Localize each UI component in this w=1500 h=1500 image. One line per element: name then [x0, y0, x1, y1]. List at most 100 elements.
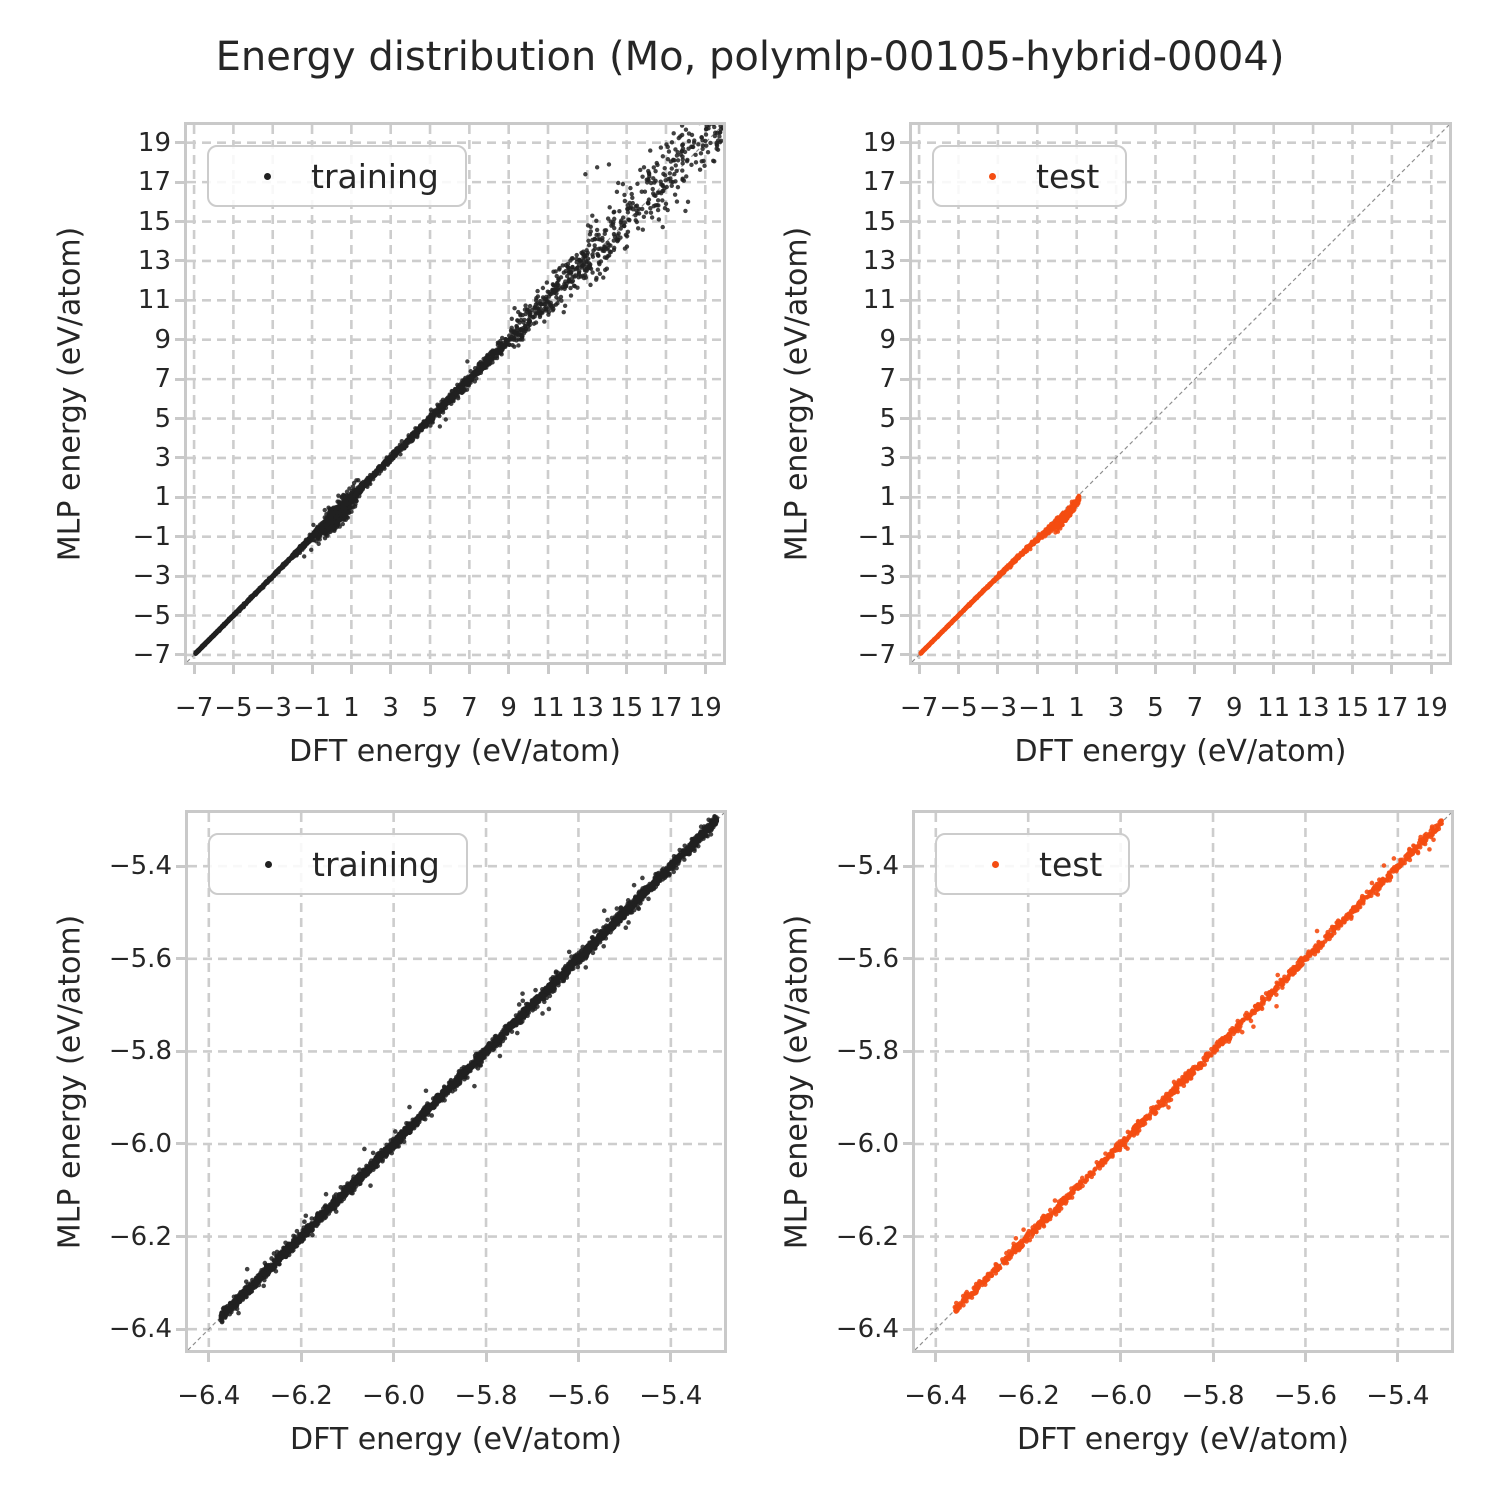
- legend-marker-icon: [948, 172, 1036, 180]
- plot-canvas-test-zoom: [915, 813, 1451, 1350]
- y-tick-label: 17: [137, 167, 171, 198]
- x-tick-label: 17: [1375, 693, 1409, 723]
- y-tick-label: 1: [154, 482, 171, 513]
- x-tick-label: 1: [1068, 693, 1085, 723]
- x-tick-mark: [669, 1353, 673, 1362]
- plot-canvas-training-zoom: [188, 813, 724, 1350]
- y-tick-label: 19: [862, 127, 896, 158]
- y-tick-label: −6.0: [835, 1128, 899, 1159]
- x-tick-label: −5.8: [454, 1381, 518, 1411]
- legend-marker-icon: [224, 860, 312, 868]
- x-tick-mark: [956, 665, 960, 674]
- legend-test-zoom: test: [935, 833, 1131, 895]
- y-tick-label: 3: [879, 442, 896, 473]
- legend-training-full: training: [207, 145, 467, 207]
- legend-label: training: [312, 844, 440, 884]
- legend-marker-icon: [223, 172, 311, 180]
- x-tick-mark: [389, 665, 393, 674]
- y-tick-label: −5: [857, 600, 896, 631]
- y-tick-mark: [900, 495, 909, 499]
- panel-test-full: [909, 122, 1452, 665]
- y-tick-mark: [176, 1142, 185, 1146]
- x-tick-label: −7: [899, 693, 939, 723]
- y-tick-label: −5.6: [835, 943, 899, 974]
- x-tick-label: 3: [382, 693, 399, 723]
- y-tick-mark: [903, 957, 912, 961]
- plot-canvas-training-full: [187, 125, 723, 662]
- x-tick-label: −5.6: [1273, 1381, 1338, 1411]
- y-tick-label: 7: [879, 364, 896, 395]
- y-tick-mark: [900, 614, 909, 617]
- x-tick-label: 15: [1335, 693, 1370, 723]
- x-tick-label: 13: [1296, 693, 1330, 723]
- x-tick-mark: [310, 665, 314, 674]
- x-tick-label: 9: [500, 693, 517, 723]
- y-tick-mark: [900, 417, 909, 421]
- plot-canvas-test-full: [912, 125, 1449, 662]
- x-tick-label: −6.0: [1089, 1381, 1153, 1411]
- x-tick-mark: [546, 665, 550, 674]
- x-tick-label: −5.4: [1366, 1381, 1430, 1411]
- x-tick-label: 17: [649, 693, 683, 723]
- legend-training-zoom: training: [208, 833, 468, 895]
- y-tick-label: −5.4: [108, 851, 172, 882]
- y-tick-mark: [903, 1235, 912, 1239]
- y-axis-label: MLP energy (eV/atom): [52, 914, 88, 1249]
- y-tick-label: 15: [862, 206, 896, 237]
- x-tick-mark: [428, 665, 432, 674]
- y-tick-mark: [175, 141, 184, 145]
- x-tick-label: −6.4: [177, 1381, 241, 1411]
- y-tick-mark: [903, 864, 912, 868]
- y-tick-label: 13: [862, 245, 896, 276]
- y-tick-mark: [175, 614, 184, 617]
- x-tick-mark: [392, 1353, 396, 1362]
- y-tick-label: 17: [862, 167, 896, 198]
- x-tick-mark: [467, 665, 471, 674]
- x-tick-mark: [1119, 1353, 1123, 1362]
- panel-test-zoom: [912, 810, 1454, 1353]
- y-tick-label: 5: [879, 403, 896, 434]
- y-tick-label: −1: [132, 521, 171, 552]
- x-tick-mark: [934, 1353, 938, 1362]
- panel-training-zoom: [185, 810, 727, 1353]
- y-tick-label: −6.0: [108, 1128, 172, 1159]
- x-tick-label: −6.4: [904, 1381, 968, 1411]
- y-tick-mark: [900, 574, 909, 578]
- y-tick-mark: [900, 653, 909, 657]
- y-tick-label: 11: [862, 285, 896, 316]
- y-tick-mark: [175, 338, 184, 342]
- x-tick-mark: [625, 665, 629, 674]
- y-tick-label: −6.2: [835, 1221, 899, 1252]
- y-tick-mark: [176, 864, 185, 868]
- x-tick-label: −1: [292, 693, 332, 723]
- y-tick-label: 11: [137, 285, 171, 316]
- x-tick-label: −5: [214, 693, 253, 723]
- x-tick-label: −5.8: [1181, 1381, 1245, 1411]
- legend-marker-icon: [951, 860, 1039, 868]
- x-tick-label: 19: [1414, 693, 1448, 723]
- x-tick-label: −7: [174, 693, 214, 723]
- x-tick-label: −1: [1018, 693, 1057, 723]
- y-tick-mark: [175, 495, 184, 499]
- y-tick-mark: [176, 1049, 185, 1053]
- x-tick-label: 19: [688, 693, 722, 723]
- figure-title: Energy distribution (Mo, polymlp-00105-h…: [215, 34, 1285, 80]
- x-tick-label: −5: [939, 693, 978, 723]
- y-tick-mark: [903, 1142, 912, 1146]
- y-tick-label: −6.4: [835, 1314, 899, 1345]
- x-tick-mark: [1272, 665, 1276, 674]
- x-tick-mark: [996, 665, 1000, 674]
- y-tick-mark: [175, 535, 184, 539]
- x-axis-label: DFT energy (eV/atom): [290, 1422, 622, 1457]
- y-tick-mark: [175, 298, 184, 302]
- y-tick-label: 15: [137, 206, 171, 237]
- y-tick-mark: [900, 338, 909, 342]
- y-tick-mark: [900, 535, 909, 539]
- x-tick-mark: [1390, 665, 1394, 674]
- y-tick-mark: [900, 141, 909, 145]
- y-tick-mark: [900, 456, 909, 460]
- x-tick-label: 5: [421, 693, 439, 723]
- y-tick-mark: [175, 653, 184, 657]
- x-tick-label: −3: [253, 693, 292, 723]
